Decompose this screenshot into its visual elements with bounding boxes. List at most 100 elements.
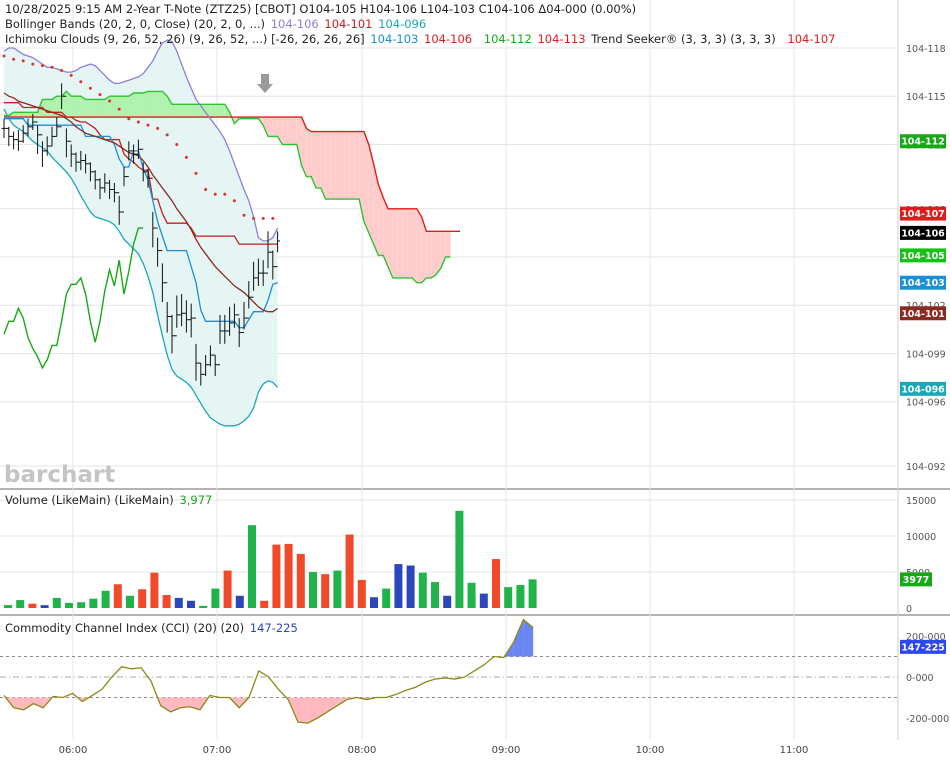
ichimoku-cloud-segment (23, 112, 28, 118)
ichimoku-lagging-line (3, 227, 144, 370)
ichimoku-cloud-segment (191, 104, 196, 118)
price-tick-label: 104-118 (906, 44, 946, 55)
price-badge (900, 134, 946, 149)
cci-value: 147-225 (249, 621, 298, 635)
ichimoku-span-b (4, 116, 460, 233)
ichimoku-cloud-segment (13, 112, 19, 118)
volume-bar (370, 597, 378, 608)
ichimoku-cloud-segment (71, 96, 76, 118)
ichimoku-cloud-segment (66, 91, 72, 118)
psar-dot (88, 86, 92, 90)
price-badge-label: 104-101 (901, 309, 945, 320)
header-ichimoku: Ichimoku Clouds (9, 26, 52, 26) (9, 26, … (5, 32, 837, 46)
psar-dot (108, 99, 112, 103)
psar-dot (223, 192, 227, 196)
psar-dot (175, 142, 179, 146)
price-badge-label: 104-106 (901, 228, 945, 239)
ichimoku-cloud-segment (272, 117, 278, 137)
psar-dot (127, 117, 131, 121)
ichimoku-cloud-segment (90, 99, 96, 118)
volume-bar (150, 572, 159, 608)
psar-dot (2, 54, 6, 58)
volume-bar (162, 595, 171, 608)
volume-bar (467, 582, 476, 608)
volume-bar (406, 565, 415, 608)
ichimoku-cloud-segment (292, 117, 297, 145)
ichimoku-cloud-segment (186, 104, 192, 118)
volume-pane[interactable] (4, 510, 537, 608)
volume-bar (357, 579, 366, 608)
cci-pane[interactable] (0, 618, 898, 724)
psar-dot (242, 213, 246, 217)
psar-dot (194, 171, 198, 175)
price-badge-label: 104-105 (901, 251, 945, 262)
price-tick-label: 104-092 (906, 462, 946, 473)
price-pane[interactable] (1, 39, 461, 427)
ichimoku-cloud-segment (364, 131, 369, 233)
time-axis: 06:00 07:00 08:00 09:00 10:00 11:00 (59, 745, 809, 756)
psar-dot (21, 59, 25, 63)
ichimoku-cloud-segment (143, 91, 148, 118)
ichimoku-cloud-segment (42, 99, 48, 118)
time-tick-label: 11:00 (780, 745, 809, 756)
ichimoku-cloud-segment (445, 231, 451, 257)
psar-dot (232, 199, 236, 203)
psar-dot (271, 216, 275, 220)
volume-bar (260, 600, 269, 608)
ichimoku-cloud-segment (76, 96, 81, 118)
volume-bar (4, 605, 12, 608)
volume-bar (113, 584, 122, 608)
volume-bar (235, 595, 244, 608)
bollinger-upper-line (3, 39, 279, 242)
volume-bar (296, 554, 305, 608)
ichimoku-cloud-segment (128, 93, 134, 118)
price-badge (900, 381, 946, 396)
time-tick-label: 06:00 (59, 745, 88, 756)
volume-bar (443, 595, 452, 608)
ichimoku-span-a (4, 90, 451, 284)
cci-tick-label: 0-000 (906, 673, 934, 684)
ichimoku-cloud-segment (32, 112, 38, 118)
volume-bar (492, 559, 500, 608)
barchart-watermark: barchart (4, 462, 115, 488)
psar-dot (79, 80, 83, 84)
price-tick-label: 104-096 (906, 398, 946, 409)
ichimoku-cloud-segment (124, 96, 129, 118)
psar-dot (31, 62, 35, 66)
ichimoku-cloud-segment (28, 112, 33, 118)
ohlc-summary: 10/28/2025 9:15 AM 2-Year T-Note (ZTZ25)… (5, 2, 637, 16)
time-tick-label: 07:00 (203, 745, 232, 756)
volume-bar (431, 582, 439, 608)
volume-tick-label: 0 (906, 604, 912, 615)
psar-dot (156, 126, 160, 130)
cci-line (3, 618, 534, 724)
ichimoku-cloud-segment (402, 208, 408, 278)
cci-oversold-fill (23, 697, 34, 710)
volume-bar (101, 590, 110, 608)
ichimoku-cloud-segment (416, 208, 422, 283)
volume-bar (455, 510, 464, 608)
volume-bar (16, 600, 25, 608)
volume-bar (272, 544, 281, 608)
volume-bar (248, 525, 256, 608)
psar-dot (50, 65, 54, 69)
ichimoku-cloud-segment (282, 117, 288, 145)
ichimoku-cloud-segment (426, 231, 432, 278)
ichimoku-cloud-segment (383, 197, 388, 267)
ichimoku-cloud-segment (263, 117, 268, 137)
volume-bar (174, 597, 183, 608)
price-badge (900, 225, 946, 240)
cci-badge-label: 147-225 (901, 642, 945, 653)
ichimoku-cloud-segment (162, 91, 168, 118)
psar-dot (204, 187, 208, 191)
trend-seeker-label: Trend Seeker® (3, 3, 3) (3, 3, 3) (591, 32, 776, 46)
volume-tick-label: 15000 (906, 496, 936, 507)
price-badge-label: 104-112 (901, 137, 945, 148)
volume-bar (418, 572, 427, 608)
volume-bar (528, 579, 537, 608)
volume-bar (65, 602, 73, 608)
cci-oversold-fill (190, 697, 200, 710)
ichimoku-cloud-segment (268, 117, 273, 137)
volume-bar (321, 574, 330, 608)
bb-mid-value: 104-101 (324, 17, 373, 31)
